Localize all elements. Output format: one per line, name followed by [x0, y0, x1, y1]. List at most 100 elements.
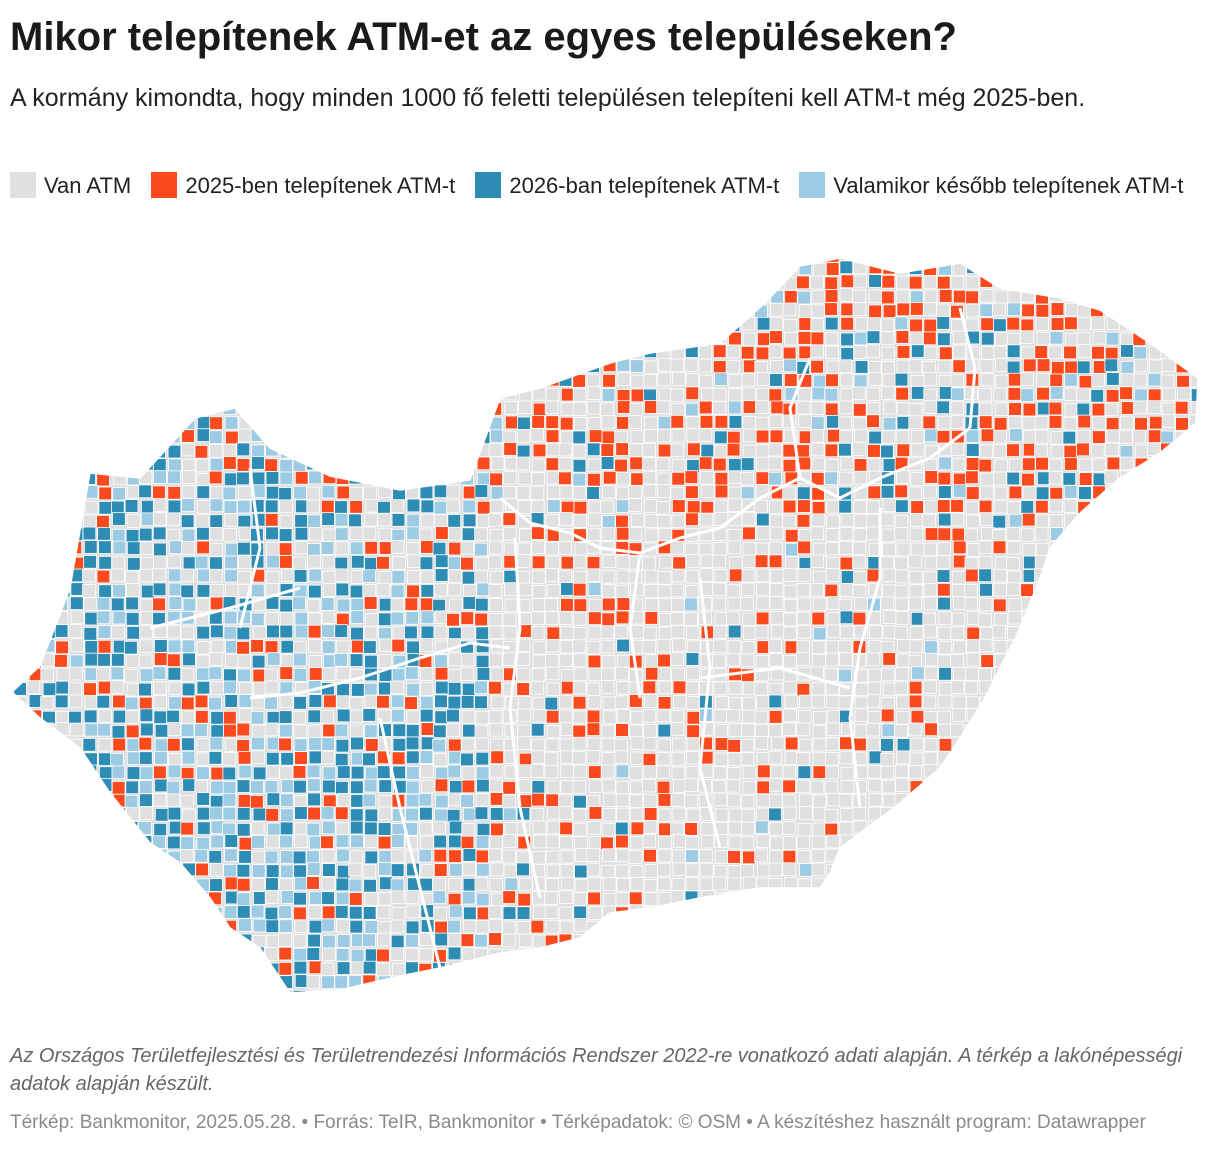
- settlement-later: [71, 1018, 84, 1028]
- settlement-2026: [167, 318, 182, 332]
- settlement-has-atm: [614, 750, 629, 764]
- settlement-has-atm: [993, 471, 1007, 486]
- settlement-2026: [350, 794, 364, 808]
- settlement-has-atm: [1050, 274, 1065, 289]
- settlement-has-atm: [586, 989, 600, 993]
- settlement-2026: [432, 400, 447, 415]
- settlement-has-atm: [740, 752, 755, 766]
- settlement-has-atm: [712, 401, 727, 415]
- settlement-has-atm: [335, 403, 349, 417]
- settlement-2025: [12, 835, 27, 849]
- settlement-2026: [124, 947, 138, 962]
- settlement-has-atm: [1133, 778, 1148, 793]
- settlement-has-atm: [1064, 403, 1079, 417]
- settlement-has-atm: [532, 640, 547, 655]
- settlement-2026: [979, 583, 993, 597]
- settlement-has-atm: [812, 711, 827, 725]
- settlement-2026: [12, 261, 13, 276]
- settlement-has-atm: [252, 625, 267, 640]
- settlement-has-atm: [28, 332, 43, 346]
- settlement-has-atm: [1118, 765, 1133, 779]
- settlement-has-atm: [923, 583, 938, 597]
- settlement-has-atm: [799, 806, 813, 820]
- settlement-has-atm: [1133, 569, 1148, 584]
- settlement-has-atm: [1062, 555, 1077, 570]
- legend-item-has-atm: Van ATM: [10, 170, 131, 202]
- settlement-later: [181, 891, 195, 906]
- settlement-2025: [1162, 498, 1177, 513]
- settlement-2025: [223, 723, 237, 738]
- settlement-2026: [475, 626, 490, 641]
- settlement-2026: [432, 598, 446, 613]
- settlement-2026: [685, 652, 700, 666]
- settlement-has-atm: [40, 722, 54, 737]
- settlement-2025: [308, 386, 323, 400]
- settlement-later: [405, 934, 419, 948]
- settlement-2026: [84, 652, 99, 667]
- settlement-has-atm: [1065, 709, 1079, 724]
- settlement-has-atm: [447, 933, 462, 947]
- settlement-has-atm: [670, 358, 685, 373]
- settlement-later: [238, 258, 252, 261]
- settlement-has-atm: [294, 822, 308, 836]
- settlement-has-atm: [769, 849, 783, 864]
- settlement-has-atm: [194, 946, 208, 961]
- settlement-has-atm: [896, 653, 910, 668]
- settlement-2025: [69, 361, 84, 375]
- settlement-2026: [97, 261, 112, 276]
- settlement-2026: [294, 416, 308, 431]
- settlement-has-atm: [1175, 542, 1190, 557]
- settlement-has-atm: [279, 878, 293, 892]
- settlement-has-atm: [882, 682, 897, 697]
- settlement-has-atm: [474, 387, 489, 402]
- settlement-has-atm: [812, 737, 827, 752]
- settlement-has-atm: [390, 890, 405, 905]
- settlement-has-atm: [616, 681, 630, 695]
- settlement-2025: [840, 274, 855, 289]
- settlement-has-atm: [573, 345, 588, 360]
- settlement-2025: [686, 304, 700, 318]
- settlement-has-atm: [1217, 683, 1220, 696]
- settlement-2025: [545, 793, 559, 808]
- settlement-has-atm: [1048, 640, 1063, 655]
- settlement-2025: [1188, 274, 1198, 288]
- settlement-has-atm: [755, 542, 770, 557]
- settlement-2026: [265, 919, 280, 934]
- settlement-has-atm: [852, 850, 867, 864]
- settlement-has-atm: [672, 638, 686, 652]
- settlement-has-atm: [574, 946, 588, 961]
- settlement-has-atm: [910, 820, 925, 834]
- settlement-2025: [1147, 527, 1162, 541]
- settlement-has-atm: [419, 667, 434, 681]
- settlement-has-atm: [798, 414, 812, 428]
- settlement-2025: [853, 948, 868, 963]
- settlement-2026: [419, 556, 434, 571]
- settlement-has-atm: [1007, 906, 1021, 921]
- settlement-has-atm: [461, 737, 475, 752]
- settlement-2026: [12, 751, 14, 766]
- settlement-has-atm: [306, 316, 320, 331]
- settlement-has-atm: [392, 556, 406, 570]
- hungary-settlement-map[interactable]: [0, 248, 1220, 1028]
- settlement-later: [448, 458, 462, 472]
- settlement-later: [68, 990, 82, 993]
- settlement-2026: [54, 778, 69, 793]
- settlement-has-atm: [558, 442, 573, 457]
- settlement-has-atm: [238, 682, 253, 696]
- settlement-has-atm: [1174, 430, 1189, 445]
- settlement-has-atm: [98, 821, 113, 836]
- settlement-has-atm: [111, 555, 126, 570]
- settlement-2026: [434, 568, 449, 582]
- settlement-has-atm: [545, 654, 559, 668]
- settlement-has-atm: [966, 1004, 979, 1017]
- settlement-2026: [180, 514, 195, 528]
- settlement-2025: [1090, 724, 1105, 739]
- settlement-2026: [938, 386, 953, 400]
- settlement-has-atm: [40, 485, 55, 500]
- settlement-has-atm: [601, 934, 616, 949]
- settlement-has-atm: [1077, 1005, 1090, 1018]
- settlement-has-atm: [1118, 962, 1132, 977]
- settlement-has-atm: [180, 568, 195, 583]
- settlement-has-atm: [603, 710, 617, 725]
- settlement-has-atm: [699, 862, 714, 877]
